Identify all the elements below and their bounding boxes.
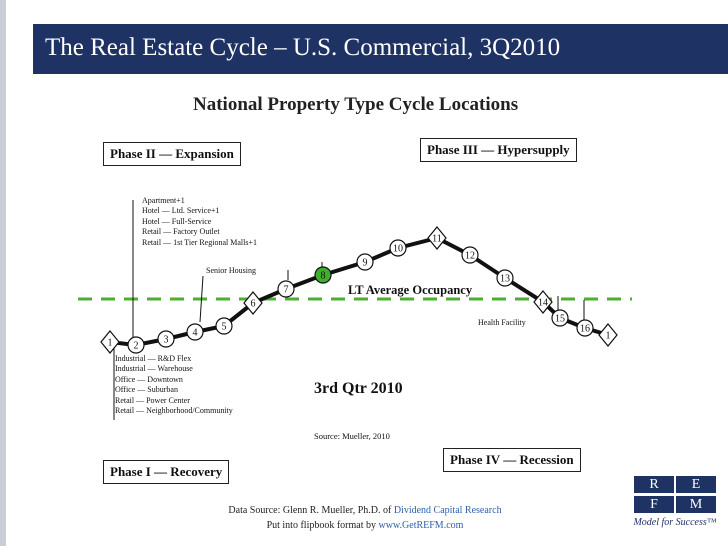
footer-line-2: Put into flipbook format by www.GetREFM.… — [160, 518, 570, 533]
logo-cell: M — [676, 496, 716, 513]
cycle-point-marker — [100, 330, 120, 354]
cycle-point-label: 13 — [500, 274, 510, 285]
quarter-label: 3rd Qtr 2010 — [314, 380, 403, 397]
cycle-point-label: 9 — [363, 258, 368, 269]
health-facility-label: Health Facility — [478, 318, 526, 327]
title-bar: The Real Estate Cycle – U.S. Commercial,… — [33, 24, 728, 74]
cycle-point-marker — [389, 239, 407, 257]
cycle-point-marker — [277, 280, 295, 298]
getrefm-link[interactable]: www.GetREFM.com — [378, 520, 464, 531]
cycle-point-marker — [598, 323, 618, 347]
logo-cell: R — [634, 476, 674, 493]
cycle-point-label: 10 — [393, 244, 403, 255]
cycle-point-label: 6 — [251, 299, 256, 310]
bottom-label-item: Industrial — R&D Flex — [115, 354, 192, 363]
cycle-point-label: 3 — [164, 335, 169, 346]
cycle-point-label: 2 — [134, 341, 139, 352]
bottom-label-item: Office — Downtown — [115, 374, 183, 384]
bottom-property-list: Industrial — R&D Flex Industrial — Wareh… — [115, 354, 233, 416]
slide-title: The Real Estate Cycle – U.S. Commercial,… — [45, 34, 561, 61]
logo-cell: F — [634, 496, 674, 513]
cycle-point-marker — [186, 323, 204, 341]
cycle-point-label: 4 — [193, 328, 198, 339]
cycle-point-marker — [533, 290, 553, 314]
chart-title: National Property Type Cycle Locations — [193, 94, 519, 115]
cycle-point-label: 7 — [284, 285, 289, 296]
top-label-item: Apartment+1 — [142, 196, 185, 205]
top-label-item: Retail — Factory Outlet — [142, 227, 220, 237]
cycle-point-marker — [427, 226, 447, 250]
footer-line-1: Data Source: Glenn R. Mueller, Ph.D. of … — [160, 503, 570, 518]
cycle-point-label: 1 — [108, 338, 113, 349]
cycle-point-label: 16 — [580, 324, 590, 335]
cycle-point-marker — [551, 309, 569, 327]
phase-4-box: Phase IV — Recession — [443, 448, 581, 472]
top-label-item: Retail — 1st Tier Regional Malls+1 — [142, 237, 257, 247]
cycle-point-marker — [356, 253, 374, 271]
cycle-point-label: 11 — [432, 234, 442, 245]
senior-housing-connector — [199, 275, 204, 323]
cycle-point-marker — [314, 266, 332, 284]
bottom-label-item: Industrial — Warehouse — [115, 364, 193, 374]
lt-average-label: LT Average Occupancy — [348, 283, 473, 297]
bottom-label-item: Office — Suburban — [115, 385, 178, 395]
logo-cell: E — [676, 476, 716, 493]
phase-1-box: Phase I — Recovery — [103, 460, 230, 484]
phase-2-box: Phase II — Expansion — [103, 142, 241, 166]
cycle-point-marker — [157, 330, 175, 348]
cycle-point-marker — [496, 269, 514, 287]
refm-logo: R E F M Model for Success™ — [631, 476, 719, 538]
footer-source-text: Data Source: Glenn R. Mueller, Ph.D. of — [228, 505, 394, 516]
chart-source: Source: Mueller, 2010 — [314, 431, 390, 441]
left-accent-bar — [0, 0, 6, 546]
phase-3-box: Phase III — Hypersupply — [420, 138, 577, 162]
cycle-point-label: 15 — [555, 314, 565, 325]
cycle-point-label: 5 — [222, 322, 227, 333]
footer: Data Source: Glenn R. Mueller, Ph.D. of … — [160, 503, 570, 533]
bottom-label-item: Retail — Neighborhood/Community — [115, 406, 233, 416]
cycle-point-marker — [461, 246, 479, 264]
top-property-list: Apartment+1 Hotel — Ltd. Service+1 Hotel… — [142, 196, 257, 248]
cycle-point-marker — [127, 336, 145, 354]
cycle-point-label: 12 — [465, 251, 475, 262]
cycle-point-marker — [243, 291, 263, 315]
top-label-item: Hotel — Ltd. Service+1 — [142, 206, 220, 216]
dividend-capital-link[interactable]: Dividend Capital Research — [393, 505, 502, 516]
cycle-point-label: 8 — [321, 271, 326, 282]
cycle-point-label: 14 — [538, 298, 548, 309]
cycle-point-marker — [576, 319, 594, 337]
cycle-point-label: 1 — [606, 331, 611, 342]
footer-flipbook-text: Put into flipbook format by — [266, 520, 379, 531]
cycle-point-marker — [215, 317, 233, 335]
top-label-item: Hotel — Full-Service — [142, 216, 212, 226]
senior-housing-label: Senior Housing — [206, 266, 256, 275]
logo-tagline: Model for Success™ — [633, 517, 717, 528]
bottom-label-item: Retail — Power Center — [115, 395, 190, 405]
